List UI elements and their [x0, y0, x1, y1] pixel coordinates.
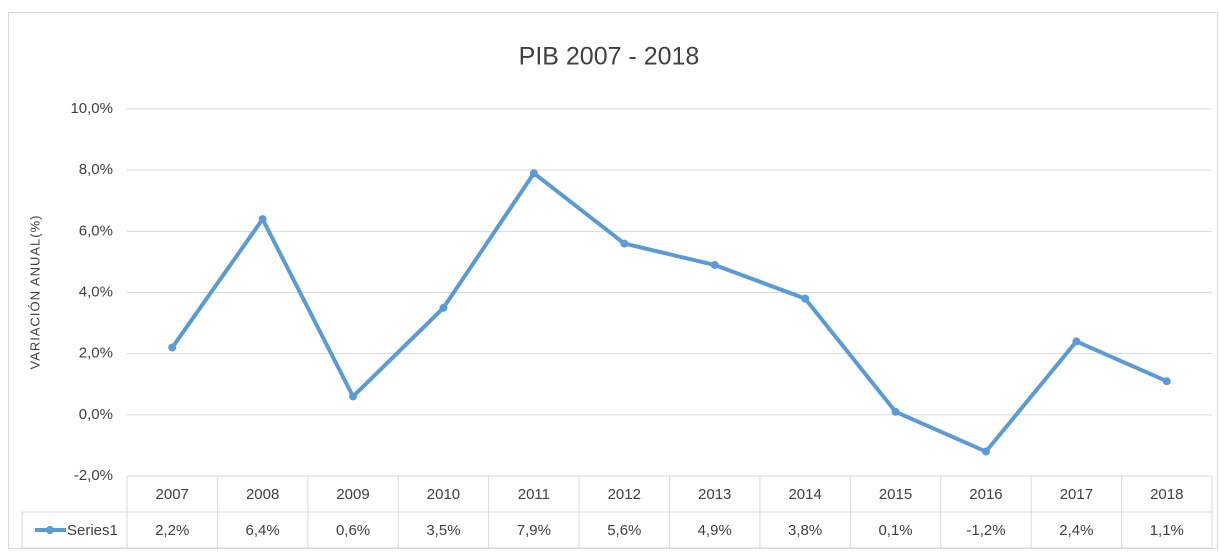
- x-tick-label: 2018: [1150, 486, 1183, 503]
- x-tick-label: 2016: [969, 486, 1002, 503]
- x-tick-label: 2014: [788, 486, 821, 503]
- table-value: 4,9%: [698, 522, 732, 539]
- table-value: 2,4%: [1059, 522, 1093, 539]
- chart-border: [8, 12, 1218, 549]
- point-marker: [529, 169, 538, 178]
- legend-marker: [46, 526, 54, 534]
- table-value: -1,2%: [966, 522, 1005, 539]
- point-marker: [981, 447, 990, 456]
- y-tick-label: 0,0%: [79, 406, 113, 423]
- table-value: 1,1%: [1150, 522, 1184, 539]
- table-value: 0,1%: [878, 522, 912, 539]
- y-tick-label: 4,0%: [79, 283, 113, 300]
- chart-title: PIB 2007 - 2018: [519, 43, 700, 71]
- x-tick-label: 2011: [518, 486, 550, 503]
- table-value: 5,6%: [607, 522, 641, 539]
- y-tick-label: 10,0%: [70, 100, 113, 117]
- legend-label: Series1: [67, 522, 118, 539]
- point-marker: [891, 407, 900, 416]
- point-marker: [349, 392, 358, 401]
- y-axis-title: VARIACIÓN ANUAL(%): [27, 214, 42, 369]
- table-value: 7,9%: [517, 522, 551, 539]
- table-value: 3,5%: [426, 522, 460, 539]
- y-tick-label: 8,0%: [79, 161, 113, 178]
- table-value: 2,2%: [155, 522, 189, 539]
- x-tick-label: 2010: [427, 486, 460, 503]
- x-tick-label: 2008: [246, 486, 279, 503]
- point-marker: [258, 215, 267, 224]
- point-marker: [710, 260, 719, 269]
- y-tick-label: 2,0%: [79, 345, 113, 362]
- y-tick-label: -2,0%: [74, 467, 113, 484]
- table-value: 0,6%: [336, 522, 370, 539]
- x-tick-label: 2007: [156, 486, 189, 503]
- point-marker: [620, 239, 629, 248]
- x-tick-label: 2009: [336, 486, 369, 503]
- x-tick-label: 2013: [698, 486, 731, 503]
- point-marker: [439, 303, 448, 312]
- table-value: 3,8%: [788, 522, 822, 539]
- series-line: [170, 171, 1168, 454]
- x-tick-label: 2017: [1060, 486, 1093, 503]
- point-marker: [801, 294, 810, 303]
- y-tick-label: 6,0%: [79, 222, 113, 239]
- point-marker: [1162, 377, 1171, 386]
- x-tick-label: 2015: [879, 486, 912, 503]
- table-value: 6,4%: [246, 522, 280, 539]
- x-tick-label: 2012: [608, 486, 641, 503]
- point-marker: [168, 343, 177, 352]
- point-marker: [1072, 337, 1081, 346]
